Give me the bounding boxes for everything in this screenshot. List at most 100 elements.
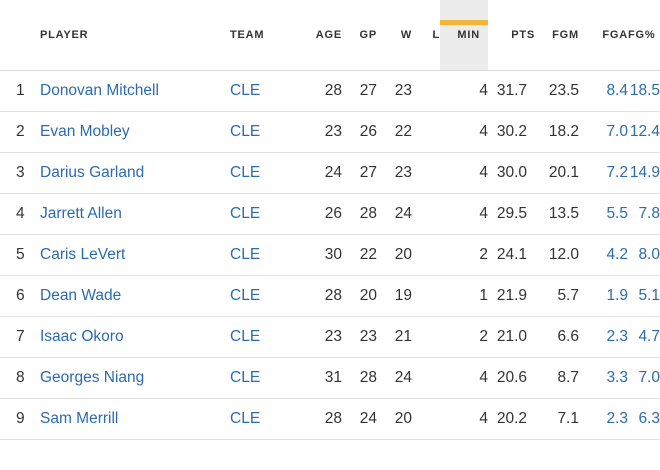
sort-indicator bbox=[440, 20, 488, 25]
player-link[interactable]: Sam Merrill bbox=[40, 410, 119, 427]
age-cell: 28 bbox=[324, 82, 342, 99]
points-cell: 12.0 bbox=[548, 246, 579, 263]
fga-link[interactable]: 7.0 bbox=[638, 369, 660, 386]
age-cell: 28 bbox=[324, 287, 342, 304]
rank-cell: 5 bbox=[16, 246, 25, 263]
team-link[interactable]: CLE bbox=[230, 164, 261, 181]
player-link[interactable]: Evan Mobley bbox=[40, 123, 130, 140]
points-cell: 18.2 bbox=[548, 123, 579, 140]
minutes-cell: 21.9 bbox=[496, 287, 527, 304]
column-header-team[interactable]: TEAM bbox=[230, 29, 265, 41]
fga-link[interactable]: 8.0 bbox=[638, 246, 660, 263]
losses-cell: 2 bbox=[479, 246, 488, 263]
player-link[interactable]: Isaac Okoro bbox=[40, 328, 124, 345]
losses-cell: 4 bbox=[479, 123, 488, 140]
team-link[interactable]: CLE bbox=[230, 369, 261, 386]
wins-cell: 24 bbox=[394, 205, 412, 222]
fga-link[interactable]: 14.9 bbox=[629, 164, 660, 181]
player-link[interactable]: Donovan Mitchell bbox=[40, 82, 159, 99]
rank-cell: 9 bbox=[16, 410, 25, 427]
column-header-age[interactable]: AGE bbox=[315, 29, 342, 41]
losses-cell: 1 bbox=[479, 287, 488, 304]
age-cell: 28 bbox=[324, 410, 342, 427]
column-header-fgm[interactable]: FGM bbox=[552, 29, 579, 41]
wins-cell: 23 bbox=[394, 164, 412, 181]
fgm-link[interactable]: 7.0 bbox=[606, 123, 628, 140]
player-link[interactable]: Georges Niang bbox=[40, 369, 145, 386]
rank-cell: 2 bbox=[16, 123, 25, 140]
column-header-min-label: MIN bbox=[457, 29, 480, 41]
gp-cell: 28 bbox=[359, 205, 377, 222]
table-row: 1 Donovan Mitchell CLE 28 27 23 4 31.7 23.5 8.4 18… bbox=[0, 71, 660, 112]
player-link[interactable]: Jarrett Allen bbox=[40, 205, 122, 222]
fga-link[interactable]: 6.3 bbox=[638, 410, 660, 427]
gp-cell: 24 bbox=[359, 410, 377, 427]
minutes-cell: 31.7 bbox=[496, 82, 527, 99]
age-cell: 31 bbox=[324, 369, 342, 386]
rank-cell: 6 bbox=[16, 287, 25, 304]
fgm-link[interactable]: 8.4 bbox=[606, 82, 628, 99]
wins-cell: 22 bbox=[394, 123, 412, 140]
points-cell: 6.6 bbox=[557, 328, 579, 345]
wins-cell: 23 bbox=[394, 82, 412, 99]
fga-link[interactable]: 5.1 bbox=[638, 287, 660, 304]
column-header-l[interactable]: L bbox=[432, 29, 440, 41]
rank-cell: 1 bbox=[16, 82, 25, 99]
player-stats-table: PLAYER TEAM AGE GP W L MIN PTS FGM FGA F… bbox=[0, 0, 660, 440]
minutes-cell: 24.1 bbox=[496, 246, 527, 263]
losses-cell: 4 bbox=[479, 164, 488, 181]
fgm-link[interactable]: 7.2 bbox=[606, 164, 628, 181]
minutes-cell: 30.0 bbox=[496, 164, 527, 181]
column-header-w[interactable]: W bbox=[400, 29, 412, 41]
column-header-fga[interactable]: FGA bbox=[602, 29, 628, 41]
points-cell: 13.5 bbox=[548, 205, 579, 222]
age-cell: 26 bbox=[324, 205, 342, 222]
losses-cell: 4 bbox=[479, 410, 488, 427]
fga-link[interactable]: 18.5 bbox=[629, 82, 660, 99]
rank-cell: 8 bbox=[16, 369, 25, 386]
gp-cell: 22 bbox=[359, 246, 377, 263]
rank-cell: 4 bbox=[16, 205, 25, 222]
minutes-cell: 20.6 bbox=[496, 369, 527, 386]
column-header-player[interactable]: PLAYER bbox=[40, 29, 89, 41]
fgm-link[interactable]: 1.9 bbox=[606, 287, 628, 304]
team-link[interactable]: CLE bbox=[230, 246, 261, 263]
points-cell: 23.5 bbox=[548, 82, 579, 99]
team-link[interactable]: CLE bbox=[230, 123, 261, 140]
player-link[interactable]: Darius Garland bbox=[40, 164, 145, 181]
team-link[interactable]: CLE bbox=[230, 410, 261, 427]
column-header-pts[interactable]: PTS bbox=[511, 29, 535, 41]
gp-cell: 28 bbox=[359, 369, 377, 386]
fga-link[interactable]: 4.7 bbox=[638, 328, 660, 345]
age-cell: 23 bbox=[324, 123, 342, 140]
team-link[interactable]: CLE bbox=[230, 328, 261, 345]
fgm-link[interactable]: 2.3 bbox=[606, 328, 628, 345]
column-header-gp[interactable]: GP bbox=[359, 29, 377, 41]
team-link[interactable]: CLE bbox=[230, 287, 261, 304]
column-header-min[interactable]: MIN bbox=[440, 0, 488, 71]
fga-link[interactable]: 12.4 bbox=[629, 123, 660, 140]
gp-cell: 27 bbox=[359, 164, 377, 181]
minutes-cell: 30.2 bbox=[496, 123, 527, 140]
player-link[interactable]: Dean Wade bbox=[40, 287, 122, 304]
fgm-link[interactable]: 5.5 bbox=[606, 205, 628, 222]
table-header-row: PLAYER TEAM AGE GP W L MIN PTS FGM FGA F… bbox=[0, 0, 660, 71]
fgm-link[interactable]: 2.3 bbox=[606, 410, 628, 427]
team-link[interactable]: CLE bbox=[230, 82, 261, 99]
fgm-link[interactable]: 3.3 bbox=[606, 369, 628, 386]
minutes-cell: 21.0 bbox=[496, 328, 527, 345]
team-link[interactable]: CLE bbox=[230, 205, 261, 222]
column-header-fgp[interactable]: FG% bbox=[628, 29, 656, 41]
fgm-link[interactable]: 4.2 bbox=[606, 246, 628, 263]
losses-cell: 4 bbox=[479, 82, 488, 99]
fga-link[interactable]: 7.8 bbox=[638, 205, 660, 222]
points-cell: 7.1 bbox=[557, 410, 579, 427]
minutes-cell: 29.5 bbox=[496, 205, 527, 222]
player-link[interactable]: Caris LeVert bbox=[40, 246, 126, 263]
